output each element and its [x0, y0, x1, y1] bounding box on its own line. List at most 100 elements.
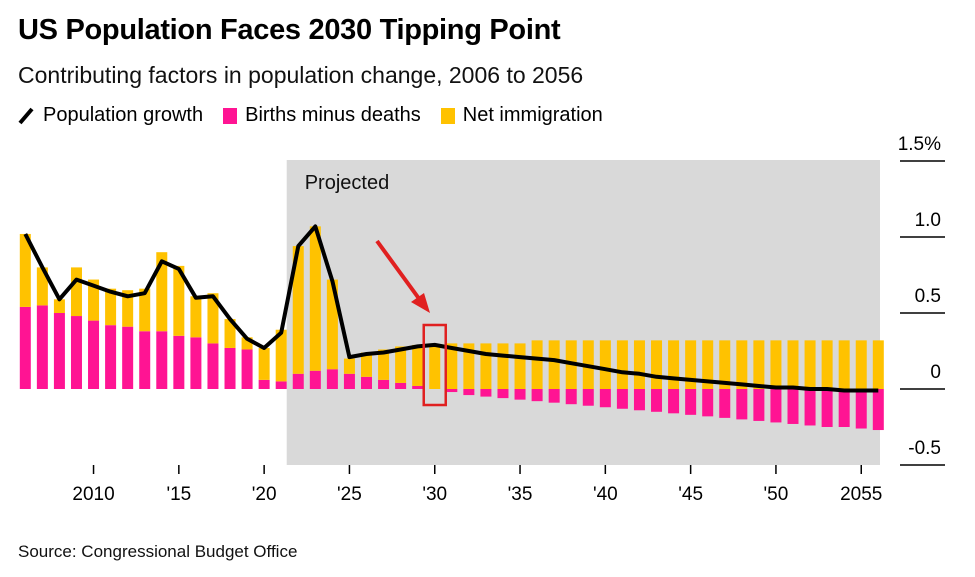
bar-immigration [88, 279, 100, 321]
x-tick-label: '20 [252, 484, 277, 505]
bar-immigration [787, 340, 799, 389]
legend-item-births: Births minus deaths [223, 104, 421, 127]
bar-births [719, 389, 731, 418]
bar-immigration [378, 349, 390, 380]
x-tick-label: 2055 [840, 484, 882, 505]
legend: Population growth Births minus deaths Ne… [18, 104, 623, 127]
bar-immigration [531, 340, 543, 389]
bar-births [309, 370, 321, 389]
x-tick-label: '35 [508, 484, 533, 505]
bar-immigration [173, 265, 185, 336]
legend-label-growth: Population growth [43, 104, 204, 126]
line-population-growth [23, 224, 879, 393]
arrow-icon [411, 293, 430, 313]
y-tick-label: 0.5 [915, 286, 941, 307]
bar-births [872, 389, 884, 431]
bar-births [685, 389, 697, 415]
legend-swatch-immigration [440, 107, 455, 124]
bar-births [173, 335, 185, 389]
x-tick-label: '40 [593, 484, 618, 505]
bar-births [88, 320, 100, 389]
bar-births [36, 305, 48, 389]
bar-immigration [463, 343, 475, 389]
bar-births [480, 389, 492, 397]
bar-immigration [821, 340, 833, 389]
bar-immigration [872, 340, 884, 389]
bar-immigration [258, 347, 270, 380]
bar-immigration [804, 340, 816, 389]
legend-item-growth: Population growth [18, 104, 203, 127]
bar-births [53, 313, 65, 389]
bar-immigration [770, 340, 782, 389]
bar-births [702, 389, 714, 417]
bar-births [855, 389, 867, 429]
bar-immigration [190, 296, 202, 338]
bar-births [446, 389, 458, 393]
bar-immigration [122, 290, 134, 327]
bar-immigration [361, 352, 372, 377]
bar-immigration [156, 252, 168, 332]
x-tick-label: '45 [678, 484, 703, 505]
bar-births [514, 389, 526, 400]
arrow-shaft [375, 239, 422, 302]
bar-births [804, 389, 816, 426]
y-tick-label: 1.5% [898, 134, 941, 155]
bar-immigration [548, 340, 560, 389]
y-tick-label: 0 [930, 362, 941, 383]
bar-births [565, 389, 577, 405]
bar-immigration [309, 226, 321, 371]
chart-subtitle: Contributing factors in population chang… [18, 62, 584, 88]
bar-births [207, 343, 219, 389]
bar-immigration [207, 293, 219, 344]
bar-immigration [514, 343, 526, 389]
bar-immigration [36, 267, 48, 306]
source-note: Source: Congressional Budget Office [18, 542, 298, 561]
bar-births [668, 389, 680, 414]
bar-births [105, 325, 117, 389]
bar-immigration [275, 329, 287, 382]
bar-births [651, 389, 663, 412]
bar-births [770, 389, 782, 423]
bar-births [412, 385, 424, 389]
bar-immigration [139, 288, 151, 332]
y-tick-label: 1.0 [915, 210, 941, 231]
bar-immigration [343, 358, 355, 374]
bar-immigration [446, 343, 458, 389]
bar-immigration [651, 340, 663, 389]
bar-births [599, 389, 611, 408]
bar-immigration [480, 343, 492, 389]
bar-immigration [685, 340, 697, 389]
bar-births [821, 389, 833, 427]
bar-births [395, 382, 407, 389]
bar-births [616, 389, 628, 409]
bar-births [19, 306, 31, 389]
bar-births [753, 389, 765, 421]
bar-immigration [736, 340, 748, 389]
bar-births [70, 316, 82, 389]
legend-line-icon [18, 107, 34, 124]
bar-immigration [838, 340, 850, 389]
bar-births [378, 379, 390, 389]
bar-births [787, 389, 799, 424]
bar-immigration [497, 343, 509, 389]
x-tick-label: '25 [337, 484, 362, 505]
x-tick-label: '50 [764, 484, 789, 505]
bar-immigration [616, 340, 628, 389]
y-tick-label: -0.5 [908, 438, 941, 459]
chart-title: US Population Faces 2030 Tipping Point [18, 14, 561, 46]
bar-births [838, 389, 850, 427]
bar-births [224, 347, 236, 389]
bar-immigration [292, 246, 304, 374]
bar-immigration [224, 319, 236, 348]
bar-immigration [668, 340, 680, 389]
legend-item-immigration: Net immigration [440, 104, 603, 127]
bar-births [326, 369, 338, 389]
bar-immigration [633, 340, 645, 389]
bar-immigration [753, 340, 765, 389]
bar-immigration [105, 288, 117, 326]
bar-immigration [599, 340, 611, 389]
bar-births [292, 373, 304, 389]
x-tick-label: '30 [422, 484, 447, 505]
legend-label-immigration: Net immigration [462, 104, 603, 126]
